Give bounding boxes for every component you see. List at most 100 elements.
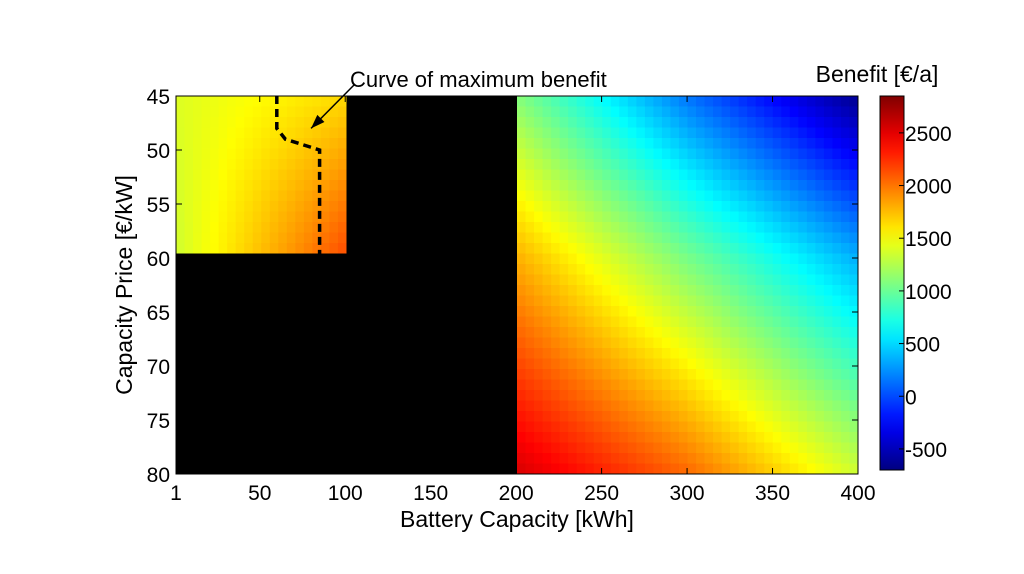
heatmap-cell: [193, 190, 203, 202]
heatmap-cell: [414, 285, 424, 297]
heatmap-cell: [252, 285, 262, 297]
heatmap-cell: [389, 127, 399, 139]
heatmap-cell: [713, 453, 723, 465]
heatmap-cell: [201, 421, 211, 433]
heatmap-cell: [764, 274, 774, 286]
heatmap-cell: [730, 138, 740, 150]
heatmap-cell: [218, 169, 228, 181]
heatmap-cell: [244, 442, 254, 454]
heatmap-cell: [670, 222, 680, 234]
heatmap-cell: [789, 390, 799, 402]
heatmap-cell: [806, 222, 816, 234]
heatmap-cell: [389, 400, 399, 412]
heatmap-cell: [576, 96, 586, 108]
heatmap-cell: [252, 295, 262, 307]
heatmap-cell: [235, 285, 245, 297]
heatmap-cell: [286, 148, 296, 160]
heatmap-cell: [823, 337, 834, 349]
heatmap-cell: [414, 264, 424, 276]
heatmap-cell: [218, 348, 228, 360]
heatmap-cell: [687, 169, 697, 181]
heatmap-cell: [568, 453, 578, 465]
heatmap-cell: [806, 106, 816, 118]
heatmap-cell: [772, 253, 782, 265]
heatmap-cell: [627, 148, 637, 160]
heatmap-cell: [193, 211, 203, 223]
heatmap-cell: [551, 148, 561, 160]
heatmap-cell: [269, 127, 279, 139]
heatmap-cell: [678, 211, 689, 223]
heatmap-cell: [525, 159, 535, 171]
heatmap-cell: [730, 463, 740, 474]
heatmap-cell: [542, 400, 552, 412]
heatmap-cell: [448, 379, 458, 391]
heatmap-cell: [849, 295, 858, 307]
heatmap-cell: [653, 306, 663, 318]
heatmap-cell: [448, 369, 458, 381]
heatmap-cell: [337, 295, 348, 307]
heatmap-cell: [670, 432, 680, 444]
heatmap-cell: [278, 453, 288, 465]
heatmap-cell: [815, 159, 825, 171]
heatmap-cell: [661, 190, 672, 202]
heatmap-cell: [269, 348, 279, 360]
heatmap-cell: [610, 138, 620, 150]
heatmap-cell: [380, 316, 390, 328]
heatmap-cell: [406, 453, 416, 465]
heatmap-cell: [764, 117, 774, 129]
heatmap-cell: [602, 463, 612, 474]
heatmap-cell: [355, 453, 365, 465]
heatmap-cell: [721, 295, 731, 307]
heatmap-cell: [815, 253, 825, 265]
heatmap-cell: [406, 159, 416, 171]
heatmap-cell: [218, 117, 228, 129]
heatmap-cell: [252, 180, 262, 192]
heatmap-cell: [610, 306, 620, 318]
heatmap-cell: [627, 180, 637, 192]
heatmap-cell: [176, 180, 186, 192]
heatmap-cell: [440, 306, 450, 318]
heatmap-cell: [696, 180, 706, 192]
heatmap-cell: [210, 295, 220, 307]
heatmap-cell: [244, 453, 254, 465]
heatmap-cell: [696, 264, 706, 276]
heatmap-cell: [218, 442, 228, 454]
heatmap-cell: [184, 337, 194, 349]
heatmap-cell: [764, 264, 774, 276]
heatmap-cell: [738, 96, 748, 108]
heatmap-cell: [687, 117, 697, 129]
heatmap-cell: [670, 264, 680, 276]
heatmap-cell: [346, 358, 356, 370]
heatmap-cell: [568, 358, 578, 370]
heatmap-cell: [806, 400, 816, 412]
heatmap-cell: [508, 211, 518, 223]
heatmap-cell: [525, 190, 535, 202]
heatmap-cell: [303, 264, 313, 276]
heatmap-cell: [823, 442, 834, 454]
heatmap-cell: [721, 358, 731, 370]
heatmap-cell: [730, 432, 740, 444]
heatmap-cell: [653, 400, 663, 412]
heatmap-cell: [661, 96, 672, 108]
heatmap-cell: [295, 222, 305, 234]
heatmap-cell: [235, 337, 245, 349]
heatmap-cell: [227, 390, 237, 402]
heatmap-cell: [534, 316, 544, 328]
heatmap-cell: [414, 411, 424, 423]
heatmap-cell: [457, 96, 467, 108]
heatmap-cell: [261, 411, 271, 423]
heatmap-cell: [687, 180, 697, 192]
heatmap-cell: [525, 138, 535, 150]
heatmap-cell: [261, 264, 271, 276]
heatmap-cell: [372, 274, 382, 286]
heatmap-cell: [542, 327, 552, 339]
heatmap-cell: [542, 180, 552, 192]
heatmap-cell: [730, 358, 740, 370]
heatmap-cell: [465, 295, 475, 307]
heatmap-cell: [397, 264, 407, 276]
heatmap-cell: [261, 117, 271, 129]
heatmap-cell: [517, 190, 527, 202]
heatmap-cell: [406, 253, 416, 265]
heatmap-cell: [721, 411, 731, 423]
heatmap-cell: [312, 232, 322, 244]
